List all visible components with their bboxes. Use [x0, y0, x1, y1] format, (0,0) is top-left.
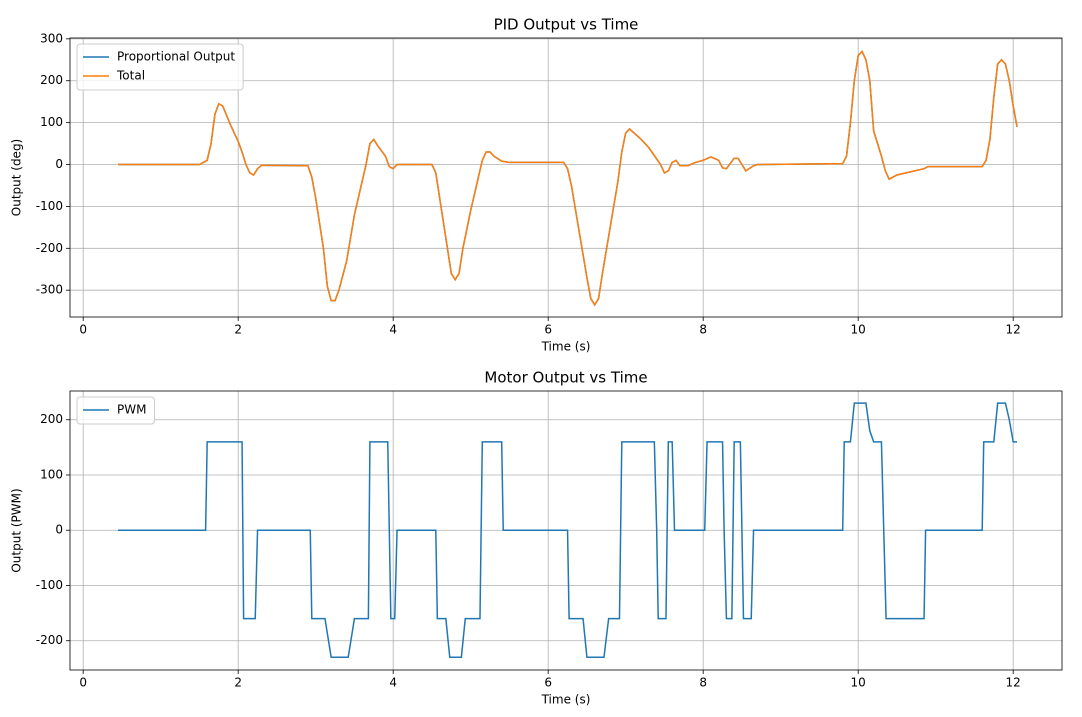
x-tick-label: 4	[389, 676, 397, 690]
line-series	[118, 50, 1018, 307]
line-series	[118, 50, 1018, 307]
y-tick-label: -300	[36, 283, 63, 297]
legend: Proportional Output Total	[76, 43, 244, 91]
x-tick-label: 0	[79, 676, 87, 690]
legend-box	[76, 43, 244, 91]
x-tick-label: 10	[851, 323, 866, 337]
y-tick-label: 100	[40, 115, 63, 129]
x-tick-label: 6	[544, 323, 552, 337]
y-tick-label: -100	[36, 578, 63, 592]
y-tick-label: -100	[36, 199, 63, 213]
x-tick-label: 6	[544, 676, 552, 690]
chart-title: PID Output vs Time	[494, 16, 639, 34]
x-tick-label: 0	[79, 323, 87, 337]
y-axis-label: Output (deg)	[10, 139, 24, 216]
legend: PWM	[76, 396, 155, 425]
x-tick-label: 2	[234, 676, 242, 690]
x-tick-label: 10	[851, 676, 866, 690]
legend-box	[76, 396, 155, 425]
y-tick-label: 200	[40, 412, 63, 426]
x-axis-label: Time (s)	[541, 693, 591, 707]
y-tick-label: 100	[40, 467, 63, 481]
y-axis-label: Output (PWM)	[10, 488, 24, 572]
legend-label: PWM	[117, 403, 146, 417]
y-tick-label: -200	[36, 241, 63, 255]
x-tick-label: 12	[1006, 676, 1021, 690]
axes-frame	[69, 390, 1063, 671]
chart-title: Motor Output vs Time	[484, 369, 647, 387]
x-axis-label: Time (s)	[541, 340, 591, 354]
x-tick-label: 4	[389, 323, 397, 337]
x-tick-label: 12	[1006, 323, 1021, 337]
y-tick-label: -200	[36, 633, 63, 647]
y-tick-label: 300	[40, 31, 63, 45]
y-tick-label: 200	[40, 73, 63, 87]
axes-frame	[69, 37, 1063, 318]
x-tick-label: 2	[234, 323, 242, 337]
x-tick-label: 8	[699, 676, 707, 690]
y-tick-label: 0	[55, 157, 63, 171]
legend-label: Total	[116, 69, 145, 83]
line-series	[118, 402, 1018, 659]
y-tick-label: 0	[55, 523, 63, 537]
legend-label: Proportional Output	[117, 50, 235, 64]
x-tick-label: 8	[699, 323, 707, 337]
